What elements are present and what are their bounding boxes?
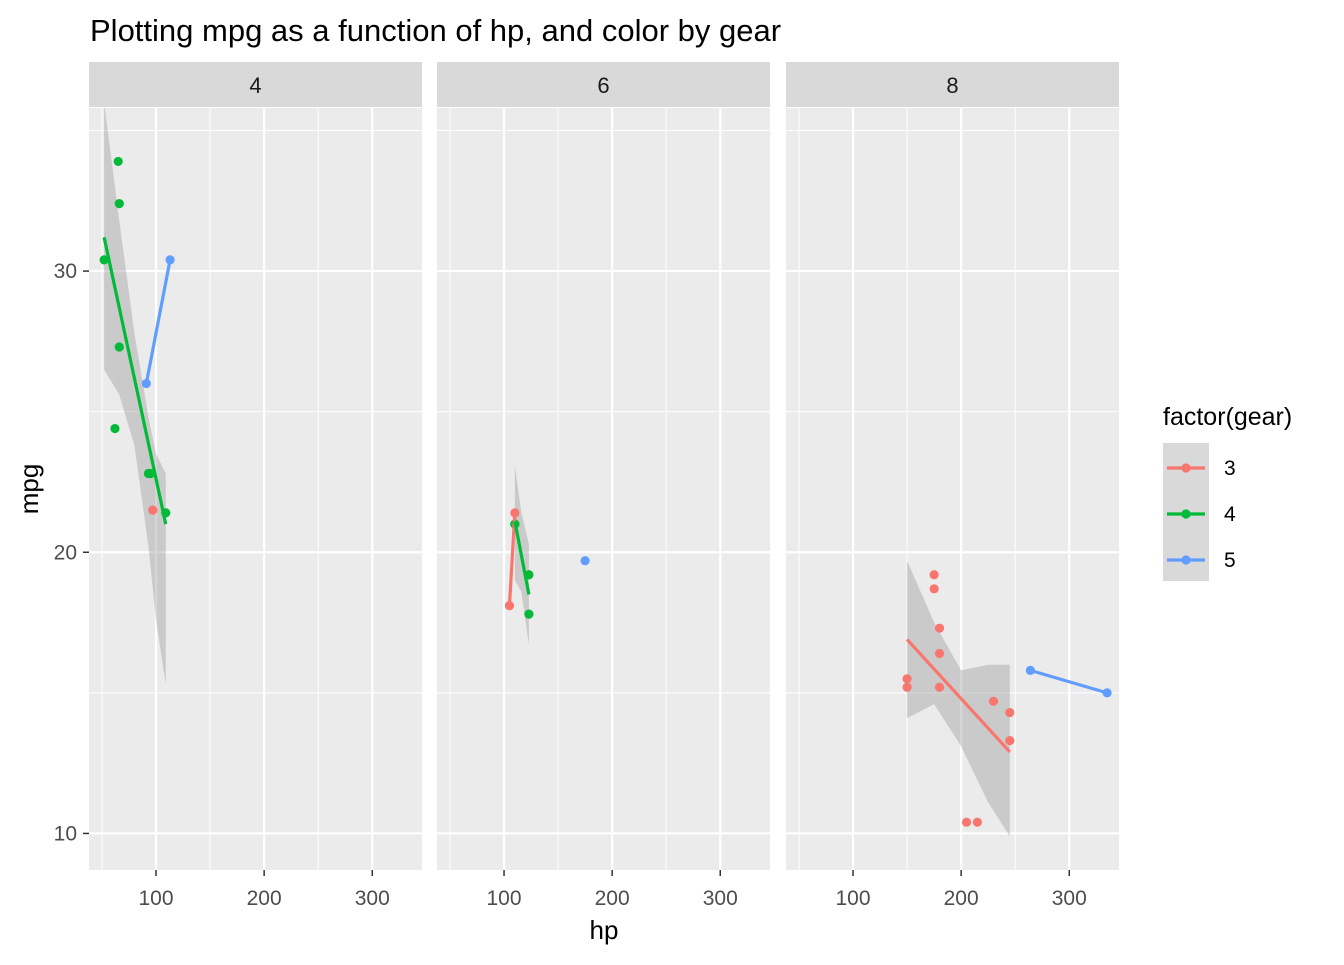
data-point-gear-3	[961, 817, 972, 827]
legend-label: 5	[1224, 549, 1236, 572]
facet-panels: 4 100 200 300 10 20 30 6 100 200 300 8 100 200 300	[54, 62, 1119, 910]
panel-background	[786, 108, 1119, 870]
panel-background	[437, 108, 770, 870]
y-tick-label: 20	[54, 541, 77, 564]
data-point-gear-5	[580, 556, 590, 566]
gridlines	[786, 108, 1119, 870]
facet-panel-4: 4 100 200 300 10 20 30	[54, 62, 422, 910]
facet-strip	[89, 62, 422, 107]
panel-content	[99, 108, 175, 685]
facet-strip-label: 4	[249, 73, 261, 98]
data-point-gear-4	[524, 609, 534, 619]
x-tick-label: 100	[139, 887, 174, 910]
legend-label: 3	[1224, 457, 1236, 480]
fit-line-gear-5	[1029, 668, 1108, 695]
data-point-gear-4	[113, 156, 123, 167]
data-point-gear-4	[99, 255, 109, 265]
data-point-gear-3	[929, 584, 939, 594]
data-point-gear-3	[972, 817, 982, 827]
gridlines	[437, 108, 770, 870]
panel-background	[89, 108, 422, 870]
x-tick-label: 200	[595, 887, 630, 910]
facet-strip-label: 6	[597, 73, 609, 98]
facet-panel-6: 6 100 200 300	[437, 62, 770, 910]
fit-line-gear-3	[905, 638, 1011, 753]
y-tick-label: 30	[54, 260, 77, 283]
panel-content	[504, 465, 590, 646]
chart-title: Plotting mpg as a function of hp, and co…	[90, 13, 781, 48]
legend-title: factor(gear)	[1163, 403, 1292, 431]
legend-key-point	[1181, 509, 1191, 519]
facet-strip-label: 8	[946, 73, 958, 98]
legend: factor(gear) 3 4 5	[1163, 403, 1292, 581]
data-point-gear-4	[110, 423, 120, 434]
fit-line-gear-5	[144, 259, 172, 384]
legend-key-point	[1181, 463, 1191, 473]
legend-key-point	[1181, 555, 1191, 565]
x-tick-label: 100	[836, 887, 871, 910]
data-point-gear-3	[934, 623, 945, 633]
legend-entries: 3 4 5	[1167, 457, 1236, 572]
fit-line-gear-3	[507, 512, 517, 606]
x-tick-label: 300	[355, 887, 390, 910]
x-tick-label: 100	[487, 887, 522, 910]
legend-label: 4	[1224, 503, 1236, 526]
data-point-gear-3	[1005, 707, 1015, 718]
facet-strip	[786, 62, 1119, 107]
x-tick-label: 200	[247, 887, 282, 910]
facet-panel-8: 8 100 200 300	[786, 62, 1119, 910]
legend-entry-gear-5: 5	[1167, 549, 1236, 572]
data-point-gear-4	[114, 342, 124, 352]
y-tick-label: 10	[54, 822, 77, 845]
fit-line-gear-4	[102, 237, 168, 525]
legend-entry-gear-4: 4	[1167, 503, 1236, 526]
data-point-gear-3	[1005, 736, 1015, 746]
y-axis-title: mpg	[14, 464, 44, 515]
data-point-gear-3	[902, 674, 912, 684]
data-point-gear-3	[929, 570, 939, 580]
x-axis-title: hp	[590, 915, 619, 945]
data-point-gear-3	[148, 505, 158, 515]
data-point-gear-3	[934, 682, 945, 692]
confidence-band-gear-3	[907, 560, 1010, 837]
x-tick-label: 300	[1052, 887, 1087, 910]
data-point-gear-3	[934, 648, 945, 659]
confidence-band-gear-4	[104, 108, 166, 685]
data-point-gear-3	[902, 682, 912, 692]
legend-entry-gear-3: 3	[1167, 457, 1236, 480]
x-tick-label: 200	[944, 887, 979, 910]
gridlines	[89, 108, 422, 870]
data-point-gear-3	[988, 696, 999, 706]
data-point-gear-4	[114, 199, 124, 209]
panel-content	[902, 560, 1112, 837]
facet-strip	[437, 62, 770, 107]
x-tick-label: 300	[703, 887, 738, 910]
fit-line-gear-4	[513, 521, 531, 595]
